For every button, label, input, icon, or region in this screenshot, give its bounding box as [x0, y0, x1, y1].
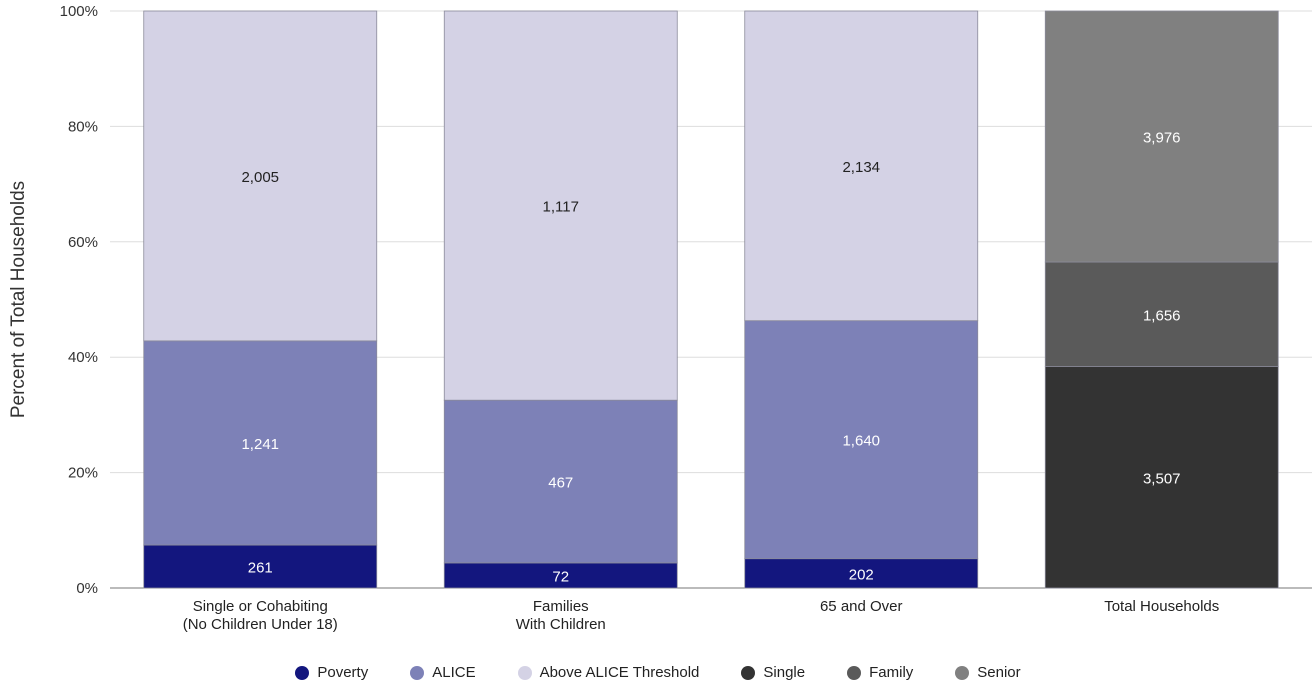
bar-segment: [1044, 261, 1279, 367]
x-tick-label-line: Total Households: [1104, 598, 1219, 615]
x-tick-label-line: Single or Cohabiting: [193, 598, 328, 615]
x-tick-label-line: With Children: [516, 616, 606, 633]
legend-label: Senior: [977, 664, 1021, 681]
y-tick-label: 100%: [60, 3, 98, 20]
legend: Poverty ALICE Above ALICE Threshold Single F…: [0, 664, 1316, 681]
legend-item: Above ALICE Threshold: [517, 664, 700, 681]
data-label: 2,005: [241, 169, 279, 186]
data-label: 72: [552, 568, 569, 585]
legend-swatch-icon: [847, 665, 862, 680]
x-tick-label: 65 and Over: [820, 598, 903, 615]
bar-segment: [143, 340, 378, 546]
bar-segment: [143, 10, 378, 342]
data-label: 1,241: [241, 436, 279, 453]
bar-segment: [443, 399, 678, 564]
legend-swatch-icon: [517, 665, 532, 680]
legend-swatch-icon: [741, 665, 756, 680]
bar-segment: [443, 10, 678, 401]
bar-segment: [1044, 366, 1279, 589]
y-axis-title: Percent of Total Households: [8, 181, 29, 418]
legend-item: ALICE: [410, 664, 476, 681]
x-tick-label: Single or Cohabiting (No Children Under 1…: [183, 598, 338, 633]
legend-item: Single: [741, 664, 805, 681]
x-tick-label-line: 65 and Over: [820, 598, 903, 615]
legend-swatch-icon: [295, 665, 310, 680]
x-tick-label-line: (No Children Under 18): [183, 616, 338, 633]
bar-segment: [143, 544, 378, 589]
data-label: 467: [548, 475, 573, 492]
data-label: 261: [248, 560, 273, 577]
data-label: 2,134: [842, 159, 880, 176]
legend-label: Family: [869, 664, 914, 681]
y-tick-label: 60%: [68, 234, 98, 251]
legend-label: ALICE: [432, 664, 476, 681]
x-tick-label: Families With Children: [516, 598, 606, 633]
legend-item: Poverty: [295, 664, 368, 681]
bar-segment: [1044, 10, 1279, 263]
bar-segment: [744, 558, 979, 589]
y-tick-label: 40%: [68, 349, 98, 366]
legend-swatch-icon: [955, 665, 970, 680]
x-tick-label: Total Households: [1104, 598, 1219, 615]
legend-label: Single: [763, 664, 806, 681]
data-label: 1,117: [543, 199, 579, 216]
legend-label: Poverty: [317, 664, 369, 681]
y-tick-label: 20%: [68, 465, 98, 482]
bar-segment: [744, 10, 979, 322]
data-label: 3,976: [1143, 130, 1181, 147]
data-label: 1,656: [1143, 307, 1181, 324]
data-label: 3,507: [1143, 470, 1181, 487]
x-tick-label-line: Families: [533, 598, 589, 615]
legend-item: Family: [847, 664, 913, 681]
legend-item: Senior: [955, 664, 1021, 681]
stacked-bar-chart: 0% 20% 40% 60% 80% 100% Percent of Total House…: [8, 3, 1312, 633]
data-label: 202: [849, 566, 874, 583]
data-label: 1,640: [842, 433, 880, 450]
legend-label: Above ALICE Threshold: [539, 664, 700, 681]
y-tick-label: 0%: [76, 580, 98, 597]
y-tick-label: 80%: [68, 118, 98, 135]
legend-swatch-icon: [410, 665, 425, 680]
bar-segment: [744, 320, 979, 560]
